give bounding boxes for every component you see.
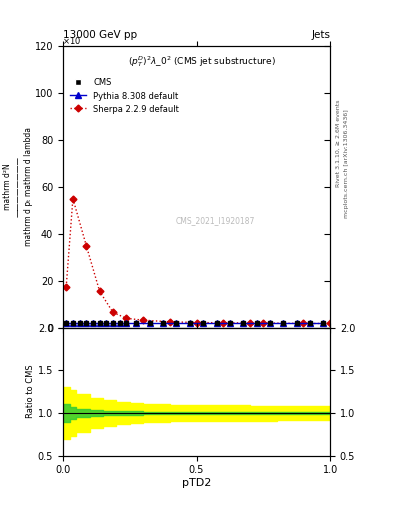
Y-axis label: Ratio to CMS: Ratio to CMS [26, 365, 35, 418]
Text: Rivet 3.1.10, ≥ 2.6M events: Rivet 3.1.10, ≥ 2.6M events [336, 100, 341, 187]
Text: Jets: Jets [311, 30, 330, 40]
Text: 13000 GeV pp: 13000 GeV pp [63, 30, 137, 40]
Y-axis label: mathrm d²N
————————
mathrm d pₜ mathrm d lambda: mathrm d²N ———————— mathrm d pₜ mathrm d… [4, 127, 33, 246]
Legend: CMS, Pythia 8.308 default, Sherpa 2.2.9 default: CMS, Pythia 8.308 default, Sherpa 2.2.9 … [70, 78, 179, 114]
Text: CMS_2021_I1920187: CMS_2021_I1920187 [176, 216, 255, 225]
X-axis label: pTD2: pTD2 [182, 478, 211, 488]
Text: mcplots.cern.ch [arXiv:1306.3436]: mcplots.cern.ch [arXiv:1306.3436] [344, 110, 349, 218]
Text: $\times 10$: $\times 10$ [62, 34, 81, 46]
Text: $(p_T^D)^2\lambda\_0^2$ (CMS jet substructure): $(p_T^D)^2\lambda\_0^2$ (CMS jet substru… [128, 55, 276, 70]
